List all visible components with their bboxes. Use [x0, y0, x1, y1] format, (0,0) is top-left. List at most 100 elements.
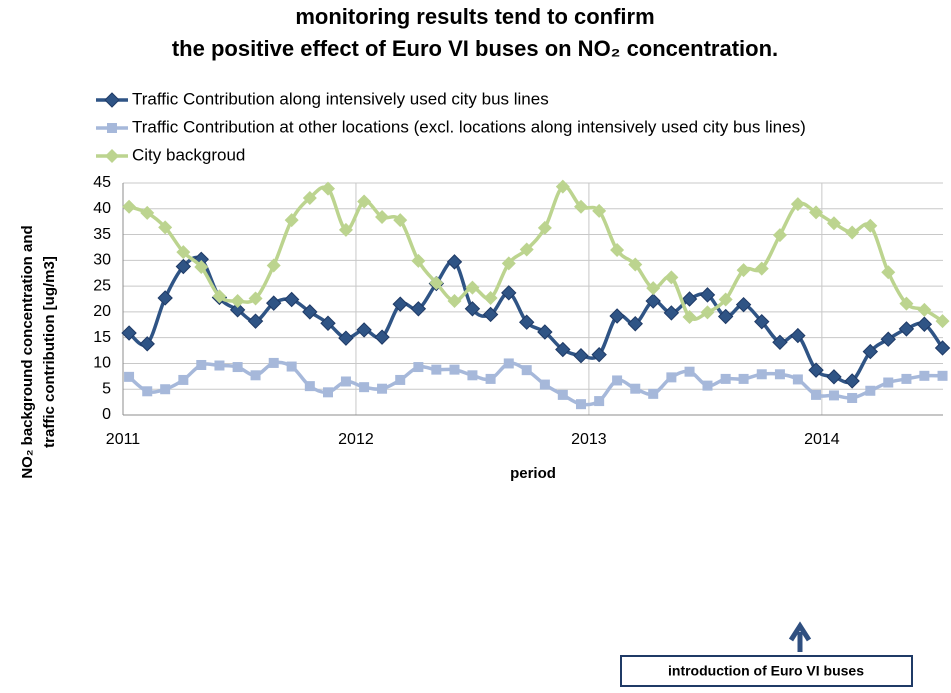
marker	[483, 290, 498, 305]
marker	[539, 379, 550, 390]
marker	[700, 305, 715, 320]
marker	[449, 364, 460, 375]
marker	[121, 325, 137, 341]
marker	[340, 376, 351, 387]
y-tick-label: 20	[93, 303, 111, 320]
annotation-box	[620, 655, 913, 687]
y-tick-label: 25	[93, 277, 111, 294]
marker	[720, 373, 731, 384]
marker	[250, 370, 261, 381]
marker	[664, 270, 679, 285]
y-axis-label: traffic contribution [ug/m3]	[41, 256, 58, 448]
marker	[359, 382, 370, 393]
legend-label: Traffic Contribution along intensively u…	[132, 89, 549, 108]
marker	[338, 222, 353, 237]
marker	[630, 383, 641, 394]
marker	[357, 194, 372, 209]
marker	[160, 384, 171, 395]
marker	[286, 361, 297, 372]
marker	[844, 373, 860, 389]
marker	[501, 256, 516, 271]
marker	[214, 360, 225, 371]
marker	[139, 336, 155, 352]
marker	[646, 281, 661, 296]
marker	[521, 365, 532, 376]
marker	[883, 377, 894, 388]
marker	[809, 205, 824, 220]
marker	[464, 301, 481, 317]
marker	[917, 302, 932, 317]
marker	[375, 210, 390, 225]
marker	[266, 258, 281, 273]
marker	[232, 362, 243, 373]
y-tick-label: 5	[102, 380, 111, 397]
marker	[178, 374, 189, 385]
marker	[681, 291, 698, 307]
marker	[374, 329, 390, 345]
marker	[393, 213, 408, 228]
marker	[124, 371, 135, 382]
marker	[248, 291, 263, 306]
marker	[772, 334, 788, 351]
marker	[648, 388, 659, 399]
marker	[826, 216, 841, 231]
marker	[718, 292, 733, 307]
y-tick-label: 45	[93, 174, 111, 191]
marker	[736, 263, 751, 278]
series-line	[127, 255, 944, 385]
marker	[610, 243, 625, 258]
marker	[107, 123, 117, 133]
marker	[735, 296, 752, 313]
marker	[338, 330, 354, 346]
marker	[302, 304, 318, 320]
marker	[702, 380, 713, 391]
marker	[754, 313, 770, 330]
marker	[573, 348, 589, 364]
marker	[828, 390, 839, 401]
marker	[808, 362, 824, 378]
marker	[323, 387, 333, 398]
marker	[898, 321, 915, 337]
marker	[485, 373, 496, 384]
chart-title: the positive effect of Euro VI buses on …	[172, 36, 778, 61]
marker	[865, 385, 876, 396]
marker	[682, 310, 697, 325]
marker	[142, 386, 153, 397]
x-tick-label: 2013	[571, 431, 607, 448]
y-axis-label: NO₂ background concentration and	[19, 225, 36, 478]
marker	[738, 373, 749, 384]
marker	[392, 296, 408, 312]
marker	[230, 294, 245, 309]
marker	[555, 179, 570, 194]
marker	[229, 302, 246, 318]
marker	[717, 308, 734, 325]
marker	[284, 213, 299, 228]
marker	[754, 261, 769, 276]
marker	[447, 294, 462, 309]
marker	[575, 399, 586, 410]
marker	[880, 331, 896, 347]
series-line	[128, 184, 944, 323]
marker	[411, 253, 426, 268]
annotation: introduction of Euro VI buses	[668, 663, 864, 679]
annotation-arrow	[788, 621, 812, 652]
x-axis-label: period	[510, 465, 556, 482]
marker	[157, 290, 173, 306]
marker	[699, 287, 716, 303]
y-tick-label: 35	[93, 226, 111, 243]
y-tick-label: 15	[93, 329, 111, 346]
x-tick-label: 2012	[338, 431, 374, 448]
x-tick-label: 2014	[804, 431, 840, 448]
y-tick-label: 0	[102, 406, 111, 423]
marker	[196, 359, 207, 370]
marker	[431, 364, 442, 375]
marker	[790, 197, 805, 212]
marker	[283, 291, 300, 308]
marker	[934, 340, 951, 356]
marker	[609, 308, 625, 324]
marker	[140, 205, 155, 220]
marker	[304, 381, 315, 392]
marker	[881, 265, 896, 280]
marker	[410, 301, 427, 317]
